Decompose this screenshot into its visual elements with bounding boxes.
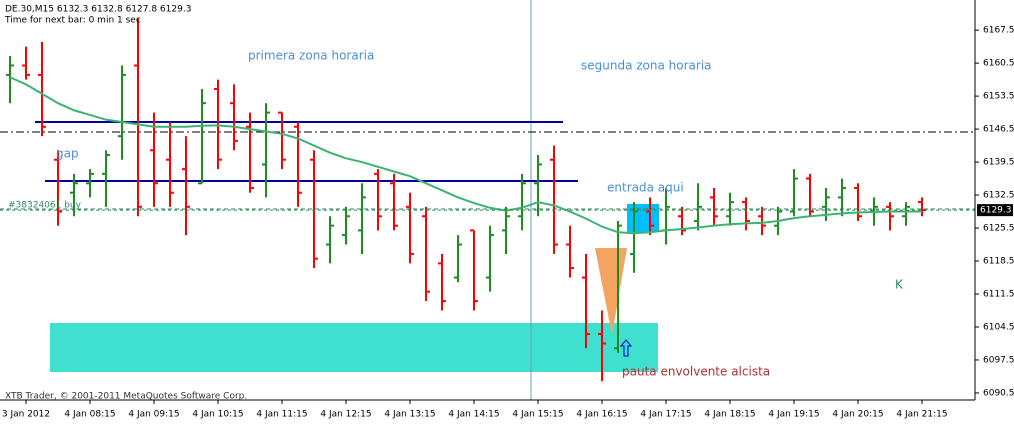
annotation: K bbox=[895, 278, 904, 292]
x-tick-label: 3 Jan 2012 bbox=[2, 410, 50, 420]
x-tick-label: 4 Jan 17:15 bbox=[640, 410, 691, 420]
x-tick-label: 4 Jan 08:15 bbox=[64, 410, 115, 420]
x-tick-label: 4 Jan 11:15 bbox=[256, 410, 307, 420]
x-tick-label: 4 Jan 14:15 bbox=[448, 410, 499, 420]
entry-rect bbox=[627, 204, 659, 232]
y-tick-label: 6111.5 bbox=[983, 289, 1014, 299]
y-tick-label: 6090.5 bbox=[983, 388, 1014, 398]
bid-label: 6129.3 bbox=[980, 206, 1012, 216]
x-tick-label: 4 Jan 18:15 bbox=[704, 410, 755, 420]
footer: XTB Trader, © 2001-2011 MetaQuotes Softw… bbox=[5, 392, 247, 402]
y-tick-label: 6139.5 bbox=[983, 158, 1014, 168]
x-tick-label: 4 Jan 10:15 bbox=[192, 410, 243, 420]
subtitle: Time for next bar: 0 min 1 sec bbox=[4, 16, 141, 26]
x-tick-label: 4 Jan 12:15 bbox=[320, 410, 371, 420]
y-tick-label: 6097.5 bbox=[983, 355, 1014, 365]
zone-rect bbox=[50, 323, 658, 372]
x-tick-label: 4 Jan 13:15 bbox=[384, 410, 435, 420]
y-tick-label: 6132.5 bbox=[983, 191, 1014, 201]
x-tick-label: 4 Jan 09:15 bbox=[128, 410, 179, 420]
x-tick-label: 4 Jan 16:15 bbox=[576, 410, 627, 420]
x-tick-label: 4 Jan 15:15 bbox=[512, 410, 563, 420]
annotation: gap bbox=[56, 147, 79, 161]
annotation: pauta envolvente alcista bbox=[622, 365, 770, 379]
y-tick-label: 6104.5 bbox=[983, 322, 1014, 332]
y-tick-label: 6125.5 bbox=[983, 224, 1014, 234]
moving-average bbox=[9, 76, 922, 235]
annotation: entrada aqui bbox=[607, 181, 684, 195]
x-tick-label: 4 Jan 19:15 bbox=[768, 410, 819, 420]
annotation: segunda zona horaria bbox=[581, 59, 712, 73]
y-tick-label: 6153.5 bbox=[983, 92, 1014, 102]
y-tick-label: 6160.5 bbox=[983, 59, 1014, 69]
arrow-up bbox=[619, 339, 633, 357]
x-tick-label: 4 Jan 21:15 bbox=[896, 410, 947, 420]
chart-title: DE.30,M15 6132.3 6132.8 6127.8 6129.3 bbox=[5, 5, 191, 15]
annotation: #38324061 buy bbox=[8, 201, 82, 211]
bid-box bbox=[977, 204, 1013, 217]
x-tick-label: 4 Jan 20:15 bbox=[832, 410, 883, 420]
y-tick-label: 6146.5 bbox=[983, 125, 1014, 135]
y-tick-label: 6167.5 bbox=[983, 26, 1014, 36]
y-tick-label: 6118.5 bbox=[983, 257, 1014, 267]
annotation: primera zona horaria bbox=[248, 49, 374, 63]
